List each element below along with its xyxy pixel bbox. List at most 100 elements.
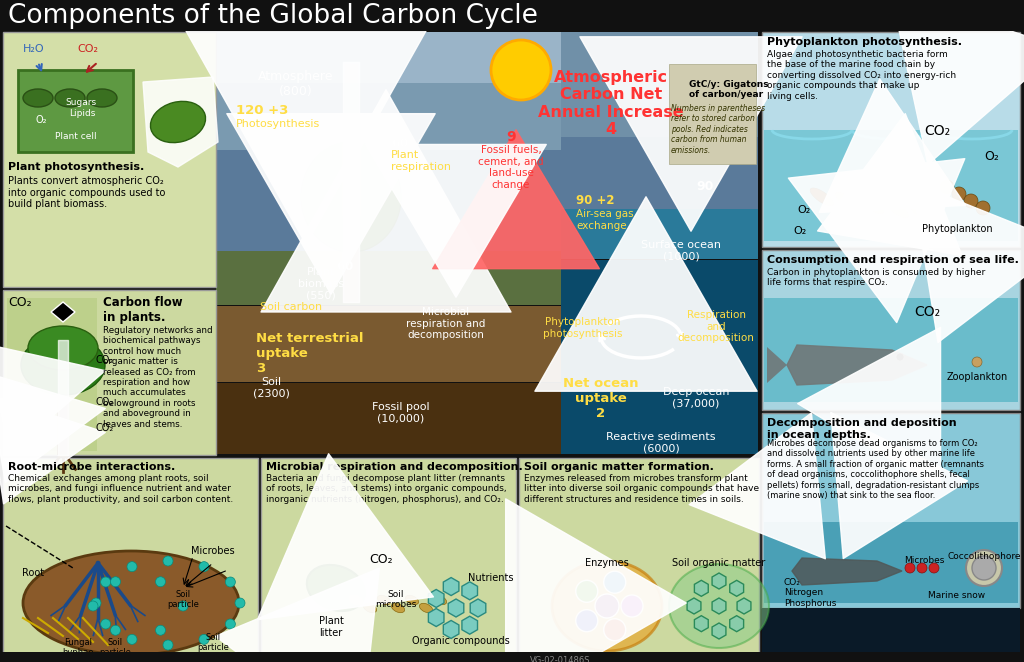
Circle shape: [575, 610, 598, 632]
Text: Enzymes released from microbes transform plant
litter into diverse soil organic : Enzymes released from microbes transform…: [524, 474, 759, 504]
Circle shape: [100, 619, 111, 629]
Text: Algae and photosynthetic bacteria form
the base of the marine food chain by
conv: Algae and photosynthetic bacteria form t…: [767, 50, 956, 101]
Text: Photosynthesis: Photosynthesis: [236, 119, 321, 129]
Text: Microbes: Microbes: [191, 546, 234, 556]
Bar: [0, 652, 1024, 662]
Ellipse shape: [406, 595, 419, 604]
Circle shape: [88, 601, 98, 611]
Text: Carbon in phytoplankton is consumed by higher
life forms that respire CO₂.: Carbon in phytoplankton is consumed by h…: [767, 268, 985, 287]
Ellipse shape: [307, 565, 366, 611]
Bar: [18, 70, 133, 152]
Circle shape: [896, 353, 904, 361]
Polygon shape: [51, 302, 75, 322]
Bar: [216, 383, 561, 454]
Text: Phytoplankton
photosynthesis: Phytoplankton photosynthesis: [544, 317, 623, 338]
Circle shape: [595, 594, 618, 618]
Text: Plants convert atmospheric CO₂
into organic compounds used to
build plant biomas: Plants convert atmospheric CO₂ into orga…: [8, 176, 165, 209]
Text: Chemical exchanges among plant roots, soil
microbes, and fungi influence nutrien: Chemical exchanges among plant roots, so…: [8, 474, 233, 504]
Text: CO₂: CO₂: [924, 124, 950, 138]
Text: Organic compounds: Organic compounds: [412, 636, 510, 646]
Text: CO₂: CO₂: [914, 305, 940, 319]
Ellipse shape: [910, 204, 934, 222]
Circle shape: [976, 201, 990, 215]
Text: Marine snow: Marine snow: [929, 591, 985, 600]
Circle shape: [234, 598, 245, 608]
Text: CO₂
Nitrogen
Phosphorus: CO₂ Nitrogen Phosphorus: [784, 578, 837, 608]
Text: Surface ocean
(1000): Surface ocean (1000): [641, 240, 721, 261]
Text: O₂: O₂: [794, 226, 807, 236]
Bar: [762, 250, 1020, 410]
Bar: [561, 32, 758, 226]
Circle shape: [111, 577, 121, 587]
Ellipse shape: [151, 101, 206, 142]
Circle shape: [156, 577, 166, 587]
Ellipse shape: [378, 595, 390, 604]
Circle shape: [929, 563, 939, 573]
Text: O₂: O₂: [984, 150, 999, 163]
Ellipse shape: [860, 196, 884, 214]
Circle shape: [972, 357, 982, 367]
Text: Soil organic matter: Soil organic matter: [673, 558, 766, 568]
Text: Soil organic matter formation.: Soil organic matter formation.: [524, 462, 714, 472]
Text: 60: 60: [391, 137, 409, 150]
Text: H₂O: H₂O: [23, 44, 45, 54]
Text: Soil
microbes: Soil microbes: [376, 590, 417, 610]
Text: CO₂: CO₂: [8, 296, 32, 309]
Text: Reactive sediments
(6000): Reactive sediments (6000): [606, 432, 716, 453]
Ellipse shape: [309, 142, 393, 218]
Text: Carbon flow
in plants.: Carbon flow in plants.: [103, 296, 182, 324]
Text: Microbial
respiration and
decomposition: Microbial respiration and decomposition: [407, 307, 485, 340]
Text: Components of the Global Carbon Cycle: Components of the Global Carbon Cycle: [8, 3, 538, 29]
Bar: [669, 64, 756, 164]
Circle shape: [604, 619, 626, 641]
Ellipse shape: [433, 595, 446, 604]
Text: Soil
(2300): Soil (2300): [253, 377, 290, 399]
Circle shape: [199, 561, 209, 571]
Circle shape: [111, 625, 121, 636]
Circle shape: [178, 601, 188, 611]
Bar: [216, 306, 561, 382]
Ellipse shape: [28, 326, 98, 370]
Circle shape: [100, 577, 111, 587]
Ellipse shape: [349, 595, 362, 604]
Text: Plant
biomass
(550): Plant biomass (550): [298, 267, 344, 300]
Text: Plant photosynthesis.: Plant photosynthesis.: [8, 162, 144, 172]
Ellipse shape: [885, 200, 909, 218]
Text: CO₂: CO₂: [95, 355, 114, 365]
Text: Plant
respiration: Plant respiration: [391, 150, 451, 171]
Circle shape: [156, 625, 166, 636]
Circle shape: [127, 634, 137, 644]
Circle shape: [972, 556, 996, 580]
Circle shape: [918, 563, 927, 573]
Bar: [3, 32, 216, 287]
Text: 120 +3: 120 +3: [236, 104, 289, 117]
Ellipse shape: [55, 89, 85, 107]
Circle shape: [905, 563, 915, 573]
Text: Plant
litter: Plant litter: [318, 616, 343, 638]
Text: Microbial respiration and decomposition.: Microbial respiration and decomposition.: [266, 462, 522, 472]
Text: Bacteria and fungi decompose plant litter (remnants
of roots, leaves, and stems): Bacteria and fungi decompose plant litte…: [266, 474, 507, 504]
Ellipse shape: [22, 335, 105, 395]
Text: Root: Root: [22, 568, 44, 578]
Circle shape: [490, 40, 551, 100]
Circle shape: [91, 598, 101, 608]
Text: Microbes decompose dead organisms to form CO₂
and dissolved nutrients used by ot: Microbes decompose dead organisms to for…: [767, 439, 984, 500]
Ellipse shape: [364, 603, 377, 612]
Circle shape: [952, 187, 966, 201]
Bar: [762, 32, 1020, 247]
Bar: [519, 458, 759, 658]
Text: Fossil pool
(10,000): Fossil pool (10,000): [372, 402, 430, 424]
Polygon shape: [787, 345, 927, 385]
Text: 60: 60: [336, 260, 353, 273]
Text: CO₂: CO₂: [78, 44, 98, 54]
Text: Soil carbon: Soil carbon: [260, 302, 323, 312]
Text: Deep ocean
(37,000): Deep ocean (37,000): [663, 387, 729, 408]
Circle shape: [163, 640, 173, 650]
Text: Soil
particle: Soil particle: [167, 590, 199, 610]
Bar: [216, 32, 561, 252]
Text: 90: 90: [696, 180, 714, 193]
Bar: [7, 298, 97, 451]
Text: Fungal
hyphae: Fungal hyphae: [62, 638, 94, 657]
Ellipse shape: [87, 89, 117, 107]
Ellipse shape: [301, 142, 401, 252]
